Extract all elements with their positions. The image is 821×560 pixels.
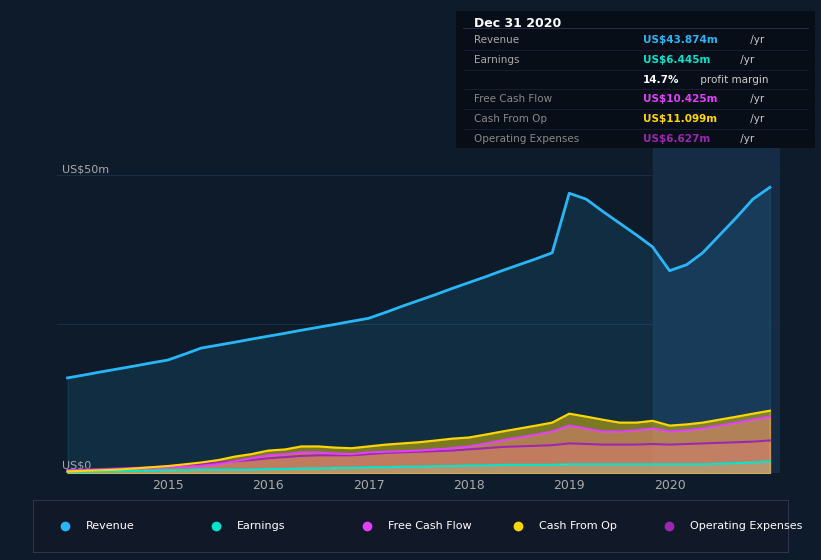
Text: profit margin: profit margin [696, 74, 768, 85]
Text: US$10.425m: US$10.425m [643, 94, 718, 104]
Text: Free Cash Flow: Free Cash Flow [474, 94, 552, 104]
Text: Earnings: Earnings [474, 55, 519, 65]
Text: /yr: /yr [747, 94, 764, 104]
Text: Earnings: Earnings [236, 521, 285, 531]
Text: US$43.874m: US$43.874m [643, 35, 718, 45]
Text: US$6.627m: US$6.627m [643, 134, 710, 143]
Text: Revenue: Revenue [85, 521, 135, 531]
Text: Revenue: Revenue [474, 35, 519, 45]
Text: /yr: /yr [737, 134, 754, 143]
Text: /yr: /yr [747, 114, 764, 124]
Text: Operating Expenses: Operating Expenses [690, 521, 802, 531]
Text: 14.7%: 14.7% [643, 74, 679, 85]
Text: Operating Expenses: Operating Expenses [474, 134, 579, 143]
Text: US$50m: US$50m [62, 164, 110, 174]
Text: Cash From Op: Cash From Op [539, 521, 617, 531]
Text: US$11.099m: US$11.099m [643, 114, 717, 124]
Text: /yr: /yr [747, 35, 764, 45]
Text: Free Cash Flow: Free Cash Flow [388, 521, 471, 531]
Text: Cash From Op: Cash From Op [474, 114, 547, 124]
Text: US$0: US$0 [62, 460, 92, 470]
Text: Dec 31 2020: Dec 31 2020 [474, 17, 561, 30]
Text: /yr: /yr [737, 55, 754, 65]
Text: US$6.445m: US$6.445m [643, 55, 710, 65]
Bar [653, 146, 780, 473]
